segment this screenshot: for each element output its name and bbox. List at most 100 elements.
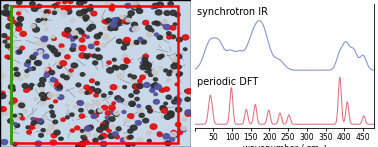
Circle shape — [16, 22, 22, 27]
Circle shape — [132, 22, 138, 27]
Circle shape — [128, 114, 134, 118]
Circle shape — [132, 26, 139, 32]
Circle shape — [98, 109, 102, 112]
Circle shape — [137, 138, 143, 143]
Circle shape — [166, 78, 170, 82]
Circle shape — [38, 50, 42, 54]
Circle shape — [167, 35, 172, 39]
Circle shape — [85, 130, 91, 134]
Circle shape — [140, 75, 145, 79]
Circle shape — [84, 85, 90, 89]
Circle shape — [51, 114, 56, 118]
Circle shape — [28, 86, 33, 90]
Circle shape — [161, 107, 167, 112]
Circle shape — [39, 9, 43, 12]
Circle shape — [154, 21, 158, 25]
Circle shape — [130, 77, 136, 82]
Circle shape — [48, 93, 54, 98]
Circle shape — [85, 103, 90, 107]
Circle shape — [124, 118, 130, 123]
Circle shape — [141, 61, 144, 64]
Circle shape — [86, 36, 89, 38]
Circle shape — [41, 36, 48, 42]
Circle shape — [182, 35, 189, 40]
Circle shape — [23, 110, 27, 113]
Circle shape — [164, 25, 170, 30]
Circle shape — [30, 55, 36, 60]
Circle shape — [79, 108, 83, 112]
Circle shape — [2, 111, 8, 116]
Circle shape — [130, 41, 136, 46]
Circle shape — [115, 96, 121, 100]
Circle shape — [37, 4, 42, 8]
Circle shape — [148, 110, 152, 113]
Circle shape — [114, 66, 119, 70]
Circle shape — [171, 132, 177, 137]
Circle shape — [20, 117, 24, 120]
Circle shape — [70, 129, 74, 132]
Circle shape — [65, 55, 70, 59]
Circle shape — [67, 29, 71, 32]
Circle shape — [134, 41, 139, 44]
Circle shape — [53, 11, 57, 14]
Circle shape — [70, 113, 74, 116]
Circle shape — [36, 19, 41, 22]
Circle shape — [17, 114, 23, 118]
Circle shape — [124, 37, 130, 43]
Circle shape — [44, 73, 50, 77]
Circle shape — [137, 105, 141, 107]
Circle shape — [179, 132, 182, 134]
Circle shape — [172, 100, 177, 104]
Circle shape — [5, 44, 11, 48]
Circle shape — [121, 19, 126, 22]
Circle shape — [104, 36, 108, 40]
Circle shape — [122, 54, 129, 59]
Circle shape — [146, 131, 152, 135]
Circle shape — [125, 3, 131, 8]
Circle shape — [44, 10, 50, 14]
Circle shape — [143, 118, 149, 123]
Circle shape — [90, 104, 94, 107]
Circle shape — [69, 69, 73, 72]
Circle shape — [0, 107, 6, 112]
Circle shape — [60, 137, 63, 140]
Circle shape — [73, 35, 77, 38]
Circle shape — [95, 82, 99, 85]
Circle shape — [76, 28, 82, 33]
Circle shape — [122, 41, 129, 46]
Circle shape — [144, 83, 150, 87]
Circle shape — [120, 19, 127, 24]
Circle shape — [149, 73, 153, 76]
Circle shape — [97, 127, 103, 132]
Circle shape — [20, 31, 26, 36]
Circle shape — [96, 55, 102, 60]
Circle shape — [34, 61, 40, 65]
Circle shape — [77, 0, 83, 6]
Circle shape — [79, 142, 84, 145]
Circle shape — [174, 133, 179, 137]
Circle shape — [102, 94, 106, 97]
Circle shape — [74, 105, 77, 108]
Circle shape — [161, 22, 166, 26]
Circle shape — [89, 87, 95, 91]
Circle shape — [65, 104, 69, 107]
Circle shape — [76, 49, 81, 52]
Circle shape — [0, 93, 6, 99]
Circle shape — [162, 110, 166, 112]
Circle shape — [25, 62, 30, 67]
Circle shape — [168, 2, 174, 6]
Circle shape — [154, 93, 158, 96]
Circle shape — [52, 37, 56, 40]
Circle shape — [160, 106, 166, 110]
Circle shape — [120, 65, 126, 70]
Circle shape — [82, 34, 86, 37]
Circle shape — [167, 112, 172, 115]
Circle shape — [109, 105, 115, 110]
Circle shape — [148, 109, 153, 112]
Circle shape — [49, 70, 55, 75]
Circle shape — [87, 126, 92, 130]
Circle shape — [134, 90, 139, 94]
Circle shape — [9, 46, 15, 51]
Circle shape — [100, 141, 107, 147]
Circle shape — [51, 35, 55, 38]
